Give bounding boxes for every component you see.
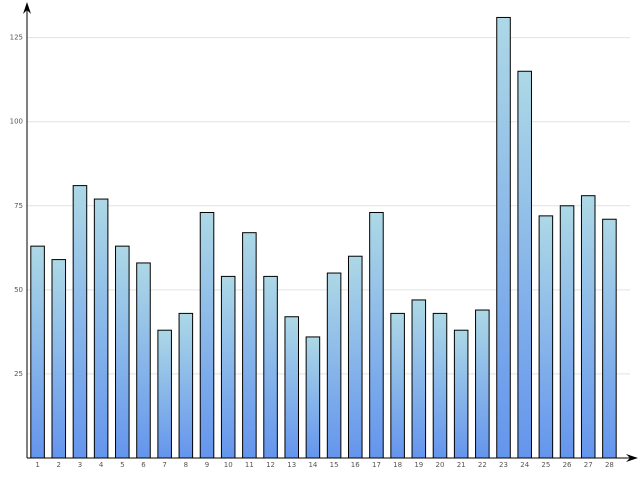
bar: [369, 212, 384, 459]
x-tick-label: 5: [120, 461, 124, 469]
bar: [305, 336, 321, 459]
bar: [136, 262, 151, 459]
bar: [390, 312, 405, 459]
y-tick-label: 100: [10, 118, 23, 126]
x-tick-label: 26: [563, 461, 572, 469]
x-tick-label: 22: [478, 461, 487, 469]
bar: [559, 205, 575, 459]
x-tick-label: 21: [457, 461, 466, 469]
bar: [284, 316, 300, 459]
bar: [580, 195, 596, 459]
bar: [220, 275, 236, 459]
x-tick-label: 24: [520, 461, 529, 469]
x-tick-label: 6: [141, 461, 146, 469]
x-tick-label: 10: [224, 461, 233, 469]
bar: [453, 329, 469, 459]
bar: [326, 272, 342, 459]
bar: [602, 218, 617, 459]
bar: [115, 245, 130, 459]
bar: [432, 312, 448, 459]
x-tick-label: 15: [330, 461, 339, 469]
x-tick-label: 28: [605, 461, 614, 469]
bar: [199, 212, 215, 459]
x-tick-label: 8: [184, 461, 188, 469]
x-tick-label: 25: [541, 461, 550, 469]
x-tick-label: 14: [308, 461, 317, 469]
x-tick-label: 9: [205, 461, 209, 469]
x-tick-label: 3: [78, 461, 82, 469]
bar: [51, 259, 67, 459]
x-tick-label: 19: [414, 461, 423, 469]
bar: [93, 198, 109, 459]
x-tick-label: 1: [35, 461, 39, 469]
bar: [72, 185, 88, 459]
x-tick-label: 27: [584, 461, 593, 469]
bar: [30, 245, 45, 459]
bar: [178, 312, 194, 459]
bar: [517, 70, 532, 459]
x-tick-label: 18: [393, 461, 402, 469]
bar: [411, 299, 427, 459]
x-tick-label: 20: [436, 461, 445, 469]
y-tick-label: 75: [14, 202, 23, 210]
y-tick-label: 50: [14, 286, 23, 294]
x-tick-label: 16: [351, 461, 360, 469]
x-tick-label: 11: [245, 461, 254, 469]
bar: [242, 232, 257, 459]
bar: [475, 309, 490, 459]
bar: [263, 275, 278, 459]
bar: [538, 215, 554, 459]
x-tick-label: 2: [57, 461, 61, 469]
x-tick-label: 4: [99, 461, 104, 469]
y-tick-label: 125: [10, 34, 23, 42]
bar: [157, 329, 172, 459]
x-tick-label: 12: [266, 461, 275, 469]
x-tick-label: 13: [287, 461, 296, 469]
x-tick-label: 17: [372, 461, 381, 469]
y-tick-label: 25: [14, 370, 23, 378]
x-tick-label: 7: [162, 461, 166, 469]
axes: [23, 2, 638, 462]
bar: [496, 16, 511, 459]
bar: [347, 255, 363, 459]
x-tick-label: 23: [499, 461, 508, 469]
